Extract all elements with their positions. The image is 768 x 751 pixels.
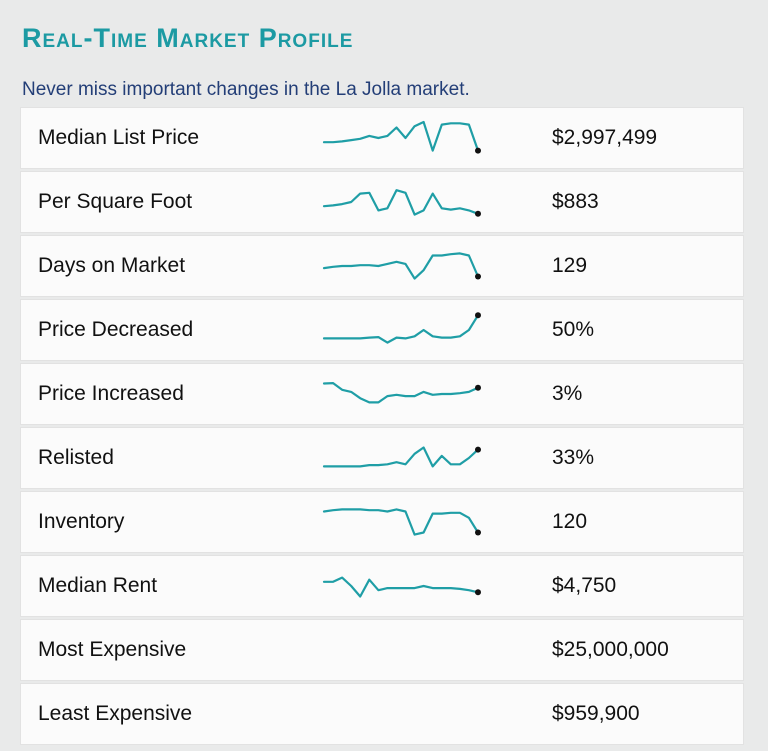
sparkline-trend-line bbox=[322, 252, 480, 280]
metric-label: Median List Price bbox=[38, 126, 200, 149]
sparkline-end-dot bbox=[475, 147, 481, 154]
metric-value: $4,750 bbox=[552, 574, 617, 597]
trend-sparkline bbox=[322, 576, 481, 598]
metric-row-median-rent: Median Rent $4,750 bbox=[20, 555, 744, 617]
sparkline-trend-line bbox=[322, 189, 480, 216]
metric-label: Per Square Foot bbox=[38, 190, 193, 213]
metric-value: 50% bbox=[552, 318, 595, 341]
metric-row-per-square-foot: Per Square Foot $883 bbox=[20, 171, 744, 233]
metric-row-inventory: Inventory 120 bbox=[20, 491, 744, 553]
sparkline-end-dot bbox=[475, 312, 481, 319]
metric-row-most-expensive: Most Expensive $25,000,000 bbox=[20, 619, 744, 681]
metric-row-days-on-market: Days on Market 129 bbox=[20, 235, 744, 297]
trend-sparkline bbox=[322, 120, 481, 154]
trend-sparkline bbox=[322, 382, 481, 404]
metric-row-price-increased: Price Increased 3% bbox=[20, 363, 744, 425]
metric-label: Price Increased bbox=[38, 382, 184, 405]
metric-value: 33% bbox=[552, 446, 595, 469]
metric-row-median-list-price: Median List Price $2,997,499 bbox=[20, 107, 744, 169]
sparkline-trend-line bbox=[322, 576, 480, 598]
sparkline-trend-line bbox=[322, 446, 480, 468]
metric-label: Median Rent bbox=[38, 574, 158, 597]
metric-value: 129 bbox=[552, 254, 588, 277]
sparkline-end-dot bbox=[475, 446, 481, 453]
metric-label: Days on Market bbox=[38, 254, 186, 277]
metric-row-least-expensive: Least Expensive $959,900 bbox=[20, 683, 744, 745]
page-subtitle: Never miss important changes in the La J… bbox=[22, 79, 470, 100]
sparkline-trend-line bbox=[322, 314, 480, 344]
metric-value: $883 bbox=[552, 190, 599, 213]
metric-value: 3% bbox=[552, 382, 583, 405]
sparkline-end-dot bbox=[475, 589, 481, 596]
sparkline-end-dot bbox=[475, 210, 481, 217]
trend-sparkline bbox=[322, 446, 481, 468]
sparkline-end-dot bbox=[475, 384, 481, 391]
trend-sparkline bbox=[322, 508, 481, 536]
metric-label: Relisted bbox=[38, 446, 114, 469]
market-profile-table: Median List Price $2,997,499 Per Square … bbox=[20, 107, 744, 747]
metric-row-price-decreased: Price Decreased 50% bbox=[20, 299, 744, 361]
trend-sparkline bbox=[322, 189, 481, 217]
metric-label: Most Expensive bbox=[38, 638, 187, 661]
sparkline-trend-line bbox=[322, 508, 480, 536]
metric-value: $959,900 bbox=[552, 702, 640, 725]
metric-row-relisted: Relisted 33% bbox=[20, 427, 744, 489]
sparkline-trend-line bbox=[322, 120, 480, 152]
trend-sparkline bbox=[322, 312, 481, 344]
sparkline-end-dot bbox=[475, 273, 481, 280]
metric-value: 120 bbox=[552, 510, 588, 533]
metric-value: $2,997,499 bbox=[552, 126, 658, 149]
metric-label: Price Decreased bbox=[38, 318, 194, 341]
sparkline-trend-line bbox=[322, 382, 480, 404]
metric-label: Least Expensive bbox=[38, 702, 193, 725]
trend-sparkline bbox=[322, 252, 481, 280]
sparkline-end-dot bbox=[475, 529, 481, 536]
metric-label: Inventory bbox=[38, 510, 125, 533]
metric-value: $25,000,000 bbox=[552, 638, 669, 661]
page-title: Real-Time Market Profile bbox=[22, 23, 354, 53]
